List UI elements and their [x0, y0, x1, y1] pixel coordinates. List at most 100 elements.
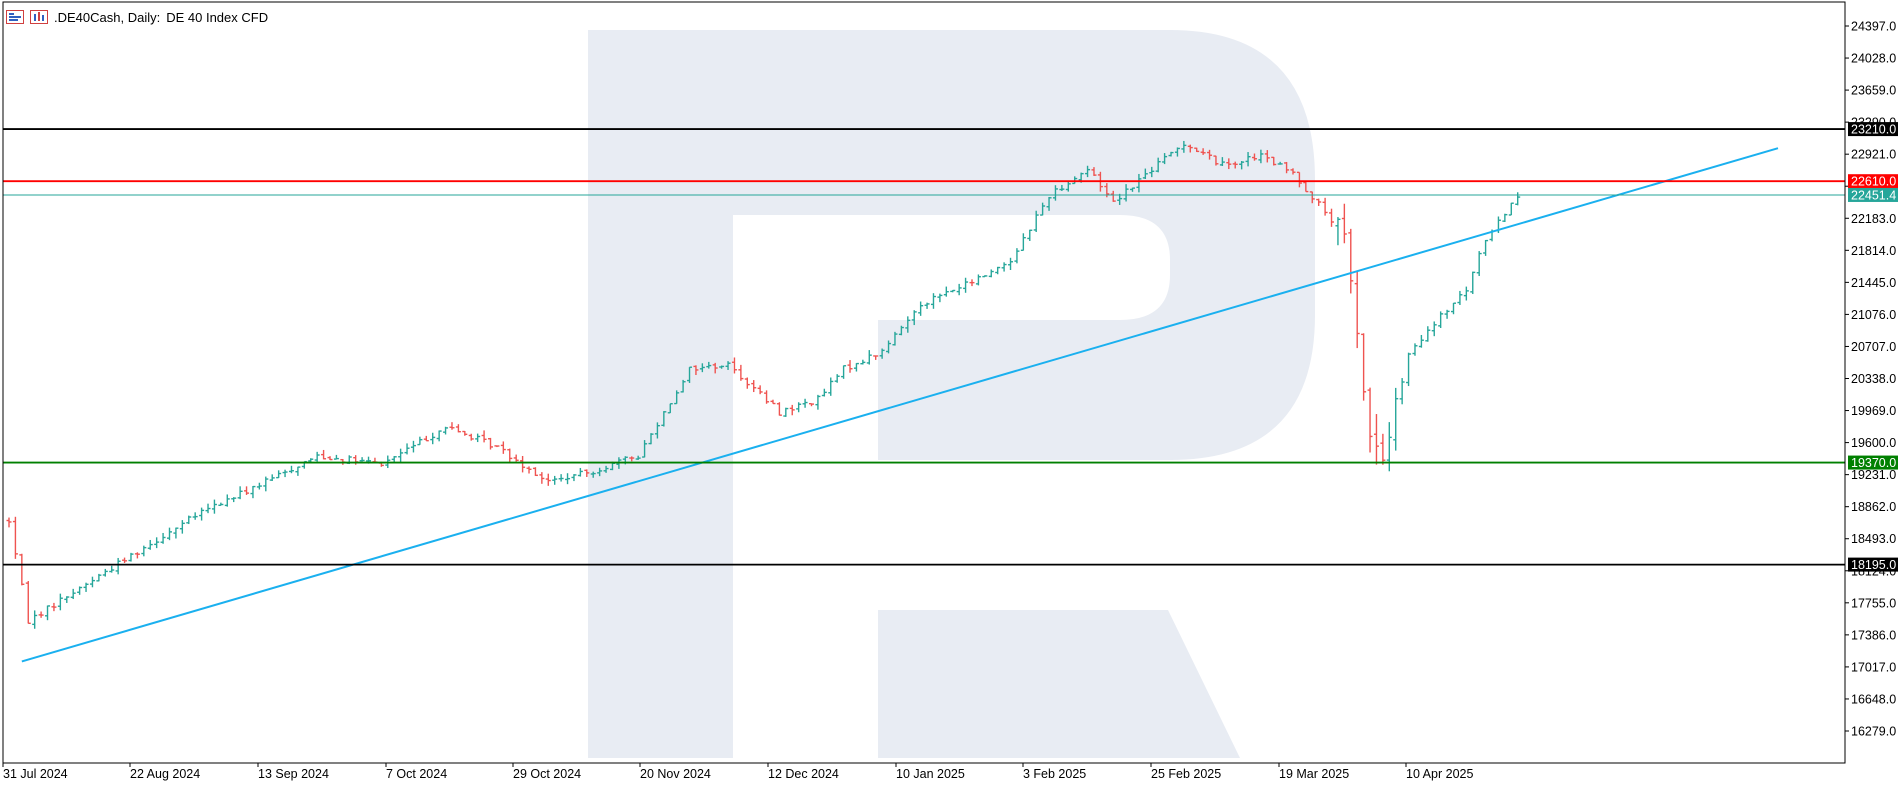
- ohlc-bar: [712, 362, 718, 374]
- ohlc-bar: [57, 593, 63, 611]
- ohlc-bar: [333, 454, 339, 460]
- ohlc-bar: [38, 611, 44, 618]
- ohlc-bar: [751, 380, 757, 393]
- indicator-window-icon[interactable]: [30, 10, 48, 24]
- ohlc-bar: [629, 456, 635, 462]
- level-price-label: 18195.0: [1848, 557, 1898, 572]
- ohlc-bar: [141, 545, 147, 557]
- ohlc-bar: [924, 302, 930, 309]
- x-tick-label: 31 Jul 2024: [3, 767, 68, 781]
- ohlc-bar: [1142, 168, 1148, 180]
- ohlc-bar: [205, 503, 211, 514]
- ohlc-bar: [1207, 149, 1213, 160]
- ohlc-bar: [1277, 161, 1283, 165]
- level-price-label: 19370.0: [1848, 455, 1898, 470]
- level-label-bg: [1848, 187, 1898, 202]
- ohlc-bar: [789, 404, 795, 416]
- ohlc-bar: [1014, 248, 1020, 264]
- ohlc-bar: [1412, 343, 1418, 356]
- ohlc-bar: [982, 275, 988, 278]
- y-tick-label: 21445.0: [1851, 276, 1896, 290]
- ohlc-bar: [455, 424, 461, 433]
- ohlc-bar: [211, 499, 217, 514]
- ohlc-bar: [1020, 233, 1026, 252]
- ohlc-bar: [879, 348, 885, 359]
- ohlc-bar: [115, 557, 121, 575]
- ohlc-bar: [847, 360, 853, 373]
- ohlc-bar: [513, 454, 519, 462]
- ohlc-bar: [1296, 171, 1302, 188]
- ohlc-bar: [1476, 251, 1482, 277]
- ohlc-bar: [1149, 166, 1155, 178]
- ohlc-bar: [1457, 290, 1463, 305]
- ohlc-bar: [674, 390, 680, 405]
- ohlc-bar: [295, 466, 301, 476]
- x-tick-label: 13 Sep 2024: [258, 767, 329, 781]
- ohlc-bar: [231, 497, 237, 503]
- level-price-label: 23210.0: [1848, 122, 1898, 137]
- ohlc-bar: [1181, 140, 1187, 153]
- ohlc-bar: [1001, 262, 1007, 272]
- ohlc-bar: [539, 472, 545, 484]
- x-tick-label: 12 Dec 2024: [768, 767, 839, 781]
- ohlc-bar: [699, 363, 705, 373]
- ohlc-bar: [661, 411, 667, 427]
- ohlc-bar: [1335, 217, 1341, 246]
- ohlc-bar: [1033, 210, 1039, 232]
- x-tick-label: 22 Aug 2024: [130, 767, 200, 781]
- level-label-text: 23210.0: [1851, 123, 1896, 137]
- ohlc-bar: [532, 467, 538, 477]
- ohlc-bar: [1322, 197, 1328, 216]
- level-label-text: 18195.0: [1851, 558, 1896, 572]
- ohlc-bar: [821, 388, 827, 397]
- ohlc-bar: [77, 586, 83, 595]
- ohlc-bar: [892, 331, 898, 346]
- ohlc-bar: [841, 365, 847, 379]
- ohlc-bar: [1187, 144, 1193, 153]
- x-tick-label: 7 Oct 2024: [386, 767, 447, 781]
- ohlc-bar: [886, 340, 892, 354]
- ohlc-bar: [481, 430, 487, 443]
- ohlc-bar: [1425, 326, 1431, 342]
- ohlc-bar: [1085, 165, 1091, 178]
- ohlc-bar: [744, 377, 750, 389]
- ohlc-bar: [436, 430, 442, 442]
- y-tick-label: 20707.0: [1851, 340, 1896, 354]
- ohlc-bar: [276, 470, 282, 479]
- ohlc-bar: [1508, 202, 1514, 216]
- chart-description-label: DE 40 Index CFD: [166, 9, 269, 25]
- ohlc-bar: [802, 398, 808, 408]
- ohlc-bar: [1046, 196, 1052, 211]
- bar-chart-menu-icon[interactable]: [6, 10, 24, 24]
- ohlc-bar: [1194, 147, 1200, 153]
- ohlc-bar: [1399, 378, 1405, 405]
- ohlc-bar: [1438, 311, 1444, 328]
- y-tick-label: 20338.0: [1851, 372, 1896, 386]
- ohlc-bar: [738, 364, 744, 381]
- ohlc-bar: [860, 359, 866, 365]
- ohlc-bar: [1303, 180, 1309, 193]
- ohlc-bar: [218, 502, 224, 506]
- ohlc-bar: [635, 455, 641, 460]
- time-axis[interactable]: 31 Jul 2024 22 Aug 2024 13 Sep 2024 7 Oct 2…: [2, 763, 1473, 781]
- x-tick-label: 10 Jan 2025: [896, 767, 965, 781]
- ohlc-bar: [443, 426, 449, 435]
- ohlc-bar: [128, 552, 134, 562]
- ohlc-bar: [1393, 387, 1399, 451]
- ohlc-bar: [1245, 152, 1251, 167]
- ohlc-bar: [1239, 160, 1245, 170]
- ohlc-bar: [1162, 153, 1168, 165]
- ohlc-bar: [109, 565, 115, 573]
- ohlc-bar: [1123, 184, 1129, 202]
- ohlc-bar: [577, 467, 583, 477]
- ohlc-bar: [731, 357, 737, 374]
- ohlc-bar: [244, 486, 250, 495]
- ohlc-bar: [282, 469, 288, 478]
- ohlc-bar: [1168, 151, 1174, 157]
- ohlc-bar: [930, 293, 936, 309]
- ohlc-bar: [815, 394, 821, 410]
- trendline: [21, 147, 1779, 663]
